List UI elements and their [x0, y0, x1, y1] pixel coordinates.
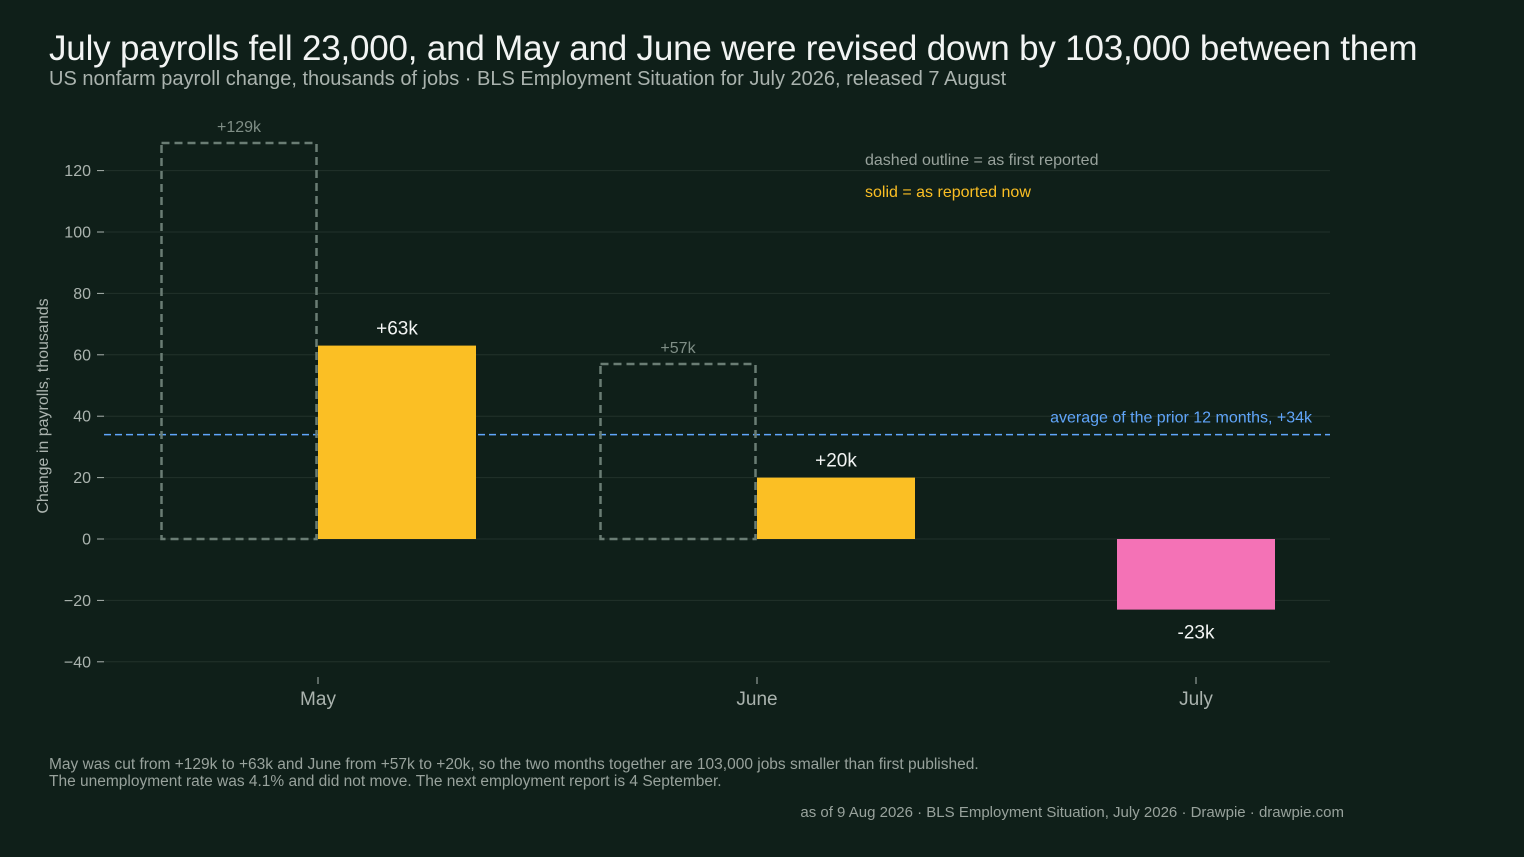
labels-layer: +129k +57k +63k +20k -23k: [217, 119, 1215, 644]
y-tick-label: 60: [73, 347, 91, 364]
footnote-line-1: May was cut from +129k to +63k and June …: [49, 756, 979, 773]
y-tick-label: 20: [73, 470, 91, 487]
y-tick-label: 100: [64, 225, 91, 242]
reported-now-bar: [1117, 539, 1275, 610]
chart-title: July payrolls fell 23,000, and May and J…: [49, 29, 1418, 68]
bars-layer: [160, 141, 1275, 610]
first-reported-bar: [599, 362, 757, 541]
y-tick-label: 80: [73, 286, 91, 303]
reported-now-value-label: +20k: [815, 451, 857, 472]
reference-line-layer: average of the prior 12 months, +34k: [104, 410, 1330, 436]
reported-now-bar: [318, 345, 476, 539]
average-reference-label: average of the prior 12 months, +34k: [1050, 410, 1313, 427]
footnote-line-2: The unemployment rate was 4.1% and did n…: [49, 773, 722, 790]
y-tick-label: 40: [73, 409, 91, 426]
x-tick-label: May: [300, 689, 336, 710]
reported-now-bar: [757, 477, 915, 539]
chart-subtitle: US nonfarm payroll change, thousands of …: [49, 68, 1007, 90]
y-axis-title: Change in payrolls, thousands: [35, 298, 52, 513]
y-tick-label: −20: [64, 593, 91, 610]
reported-now-value-label: +63k: [376, 319, 418, 340]
legend-entry: dashed outline = as first reported: [865, 152, 1098, 169]
y-tick-label: 120: [64, 163, 91, 180]
first-reported-value-label: +57k: [660, 340, 696, 357]
reported-now-value-label: -23k: [1178, 623, 1215, 644]
grid-layer: [104, 170, 1330, 663]
y-tick-label: 0: [82, 532, 91, 549]
axis-layer: −40 −20 0 20 40 60 80 100 120 Change in payrolls,…: [35, 163, 1213, 710]
legend-entry: solid = as reported now: [865, 184, 1031, 201]
y-tick-label: −40: [64, 654, 91, 671]
x-tick-label: July: [1179, 689, 1213, 710]
source-credit: as of 9 Aug 2026 · BLS Employment Situat…: [800, 804, 1344, 821]
footnote: May was cut from +129k to +63k and June …: [49, 756, 979, 790]
first-reported-bar: [160, 141, 318, 541]
first-reported-value-label: +129k: [217, 119, 262, 136]
legend-layer: dashed outline = as first reported solid …: [865, 152, 1098, 201]
x-tick-label: June: [736, 689, 777, 710]
